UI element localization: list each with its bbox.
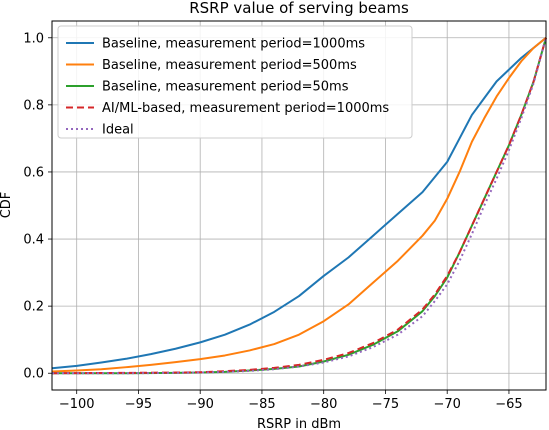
legend: Baseline, measurement period=1000ms Basel… [57, 25, 413, 139]
legend-label-4: AI/ML-based, measurement period=1000ms [102, 101, 389, 116]
x-axis-label: RSRP in dBm [257, 417, 341, 430]
series-line-2 [51, 36, 547, 373]
y-axis-label: CDF [0, 192, 14, 219]
legend-label-2: Baseline, measurement period=500ms [102, 58, 357, 73]
axis-ticks: −100 −95 −90 −85 −80 −75 −70 −65 0.0 0.2 0.4 0.6 0.8… [23, 31, 522, 412]
chart-title: RSRP value of serving beams [189, 0, 409, 17]
x-tick-label: −90 [186, 397, 213, 412]
plot-frame [51, 20, 547, 391]
x-tick-label: −85 [248, 397, 275, 412]
series-line-4 [51, 37, 547, 375]
x-tick-label: −75 [372, 397, 399, 412]
x-tick-label: −100 [59, 397, 95, 412]
y-tick-label: 0.6 [23, 165, 44, 180]
y-tick-label: 1.0 [23, 31, 44, 46]
legend-label-5: Ideal [102, 123, 134, 138]
series-lines [51, 36, 547, 375]
series-line-5 [52, 37, 547, 375]
x-tick-label: −65 [495, 397, 522, 412]
y-tick-label: 0.4 [23, 233, 44, 248]
x-tick-label: −80 [310, 397, 337, 412]
legend-label-1: Baseline, measurement period=1000ms [102, 37, 365, 52]
series-line-1 [51, 36, 547, 370]
legend-label-3: Baseline, measurement period=50ms [102, 80, 349, 95]
y-tick-label: 0.2 [23, 300, 44, 315]
legend-box [57, 25, 413, 139]
y-tick-label: 0.8 [23, 98, 44, 113]
y-tick-label: 0.0 [23, 367, 44, 382]
x-tick-label: −70 [433, 397, 460, 412]
x-tick-label: −95 [125, 397, 152, 412]
